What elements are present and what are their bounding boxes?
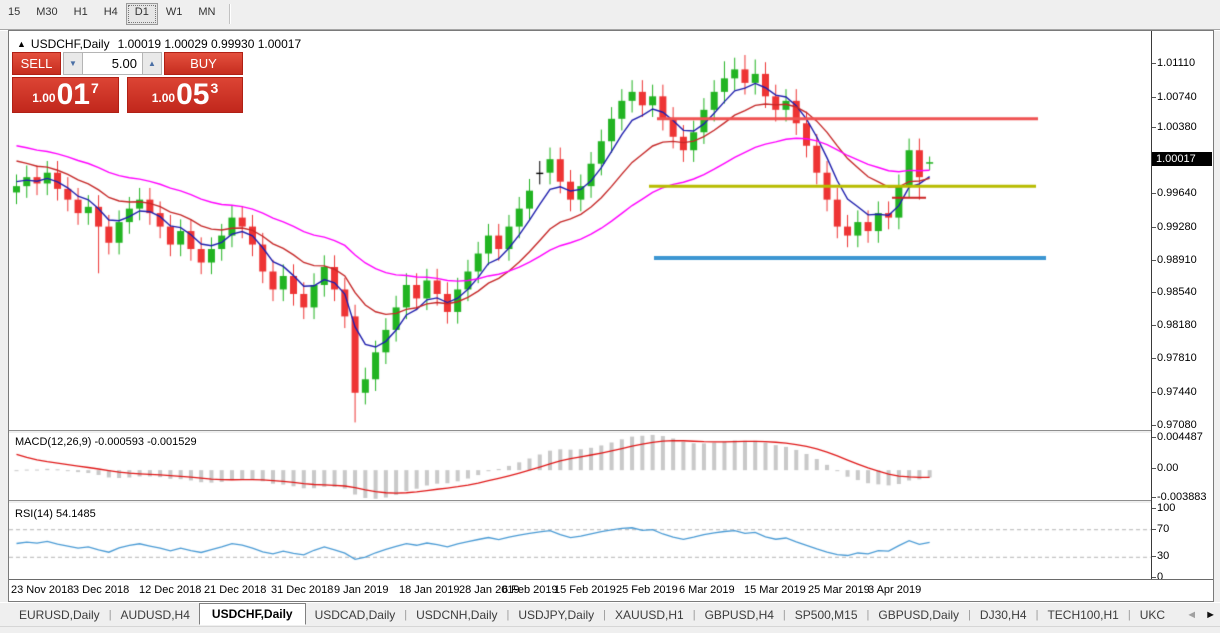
ask-pips: 05 — [176, 78, 210, 111]
tab-scroll-left-icon[interactable]: ◄ — [1186, 609, 1198, 621]
bid-pips: 01 — [56, 78, 90, 111]
macd-axis-label: 0.004487 — [1152, 431, 1203, 443]
price-axis-label: 0.99280 — [1152, 221, 1197, 233]
rsi-indicator-label: RSI(14) 54.1485 — [15, 508, 96, 520]
tab-scroll-right-icon[interactable]: ► — [1205, 609, 1216, 621]
ask-point: 3 — [210, 80, 219, 96]
date-axis-label: 3 Dec 2018 — [73, 584, 130, 596]
bid-point: 7 — [90, 80, 99, 96]
date-axis-label: 25 Mar 2019 — [808, 584, 870, 596]
timeframe-toolbar: 15 M30 H1 H4 D1 W1 MN — [0, 0, 1220, 30]
chart-symbol-label: USDCHF,Daily — [30, 37, 110, 51]
tab-separator: | — [506, 608, 510, 621]
chart-tab-bar: EURUSD,Daily | AUDUSD,H4 USDCHF,Daily USDC… — [0, 602, 1220, 626]
chart-tab-ukc[interactable]: UKC — [1139, 607, 1166, 622]
toolbar-separator — [229, 4, 231, 24]
volume-decrease-icon[interactable]: ▼ — [63, 52, 83, 75]
rsi-axis-label: 100 — [1151, 502, 1176, 514]
timeframe-button-mn[interactable]: MN — [198, 6, 216, 18]
timeframe-button-h4[interactable]: H4 — [103, 6, 118, 18]
bid-price-panel[interactable]: 1.00 01 7 — [12, 77, 119, 113]
timeframe-button-m30[interactable]: M30 — [36, 6, 58, 18]
time-scale[interactable]: 23 Nov 2018 3 Dec 2018 12 Dec 2018 21 Dec 2… — [9, 579, 1213, 601]
chart-tab-gbpusd-h4[interactable]: GBPUSD,H4 — [704, 607, 774, 622]
timeframe-button-15[interactable]: 15 — [8, 6, 21, 18]
date-axis-label: 6 Feb 2019 — [502, 584, 558, 596]
chart-tab-usdchf-daily[interactable]: USDCHF,Daily — [198, 603, 306, 625]
tab-separator: | — [108, 608, 112, 621]
chart-tab-dj30-h4[interactable]: DJ30,H4 — [979, 607, 1027, 622]
chart-tab-xauusd-h1[interactable]: XAUUSD,H1 — [615, 607, 684, 622]
chart-tab-usdcnh-daily[interactable]: USDCNH,Daily — [416, 607, 498, 622]
date-axis-label: 9 Jan 2019 — [334, 584, 389, 596]
chart-tab-audusd-h4[interactable]: AUDUSD,H4 — [120, 607, 190, 622]
date-axis-label: 6 Mar 2019 — [679, 584, 735, 596]
chart-canvas[interactable] — [9, 31, 1213, 601]
price-axis-label: 0.97440 — [1152, 386, 1197, 398]
rsi-axis-label: 30 — [1151, 550, 1170, 562]
chart-tab-tech100-h1[interactable]: TECH100,H1 — [1047, 607, 1119, 622]
timeframe-button-w1[interactable]: W1 — [165, 6, 183, 18]
date-axis-label: 21 Dec 2018 — [204, 584, 267, 596]
collapse-triangle-icon[interactable]: ▲ — [17, 39, 26, 49]
price-axis-label: 0.98180 — [1152, 319, 1197, 331]
tab-separator: | — [603, 608, 607, 621]
sell-button[interactable]: SELL — [12, 52, 61, 75]
date-axis-label: 31 Dec 2018 — [271, 584, 334, 596]
tab-separator: | — [404, 608, 408, 621]
tab-separator: | — [1127, 608, 1131, 621]
one-click-trading-panel: SELL ▼ ▲ BUY 1.00 01 7 1.00 05 3 — [12, 52, 243, 113]
price-axis-label: 1.00740 — [1152, 91, 1197, 103]
date-axis-label: 23 Nov 2018 — [11, 584, 74, 596]
chart-tab-usdjpy-daily[interactable]: USDJPY,Daily — [518, 607, 595, 622]
price-axis-label: 0.98540 — [1152, 286, 1197, 298]
chart-tab-sp500-m15[interactable]: SP500,M15 — [794, 607, 858, 622]
date-axis-label: 18 Jan 2019 — [399, 584, 460, 596]
tab-separator: | — [968, 608, 971, 621]
timeframe-button-d1[interactable]: D1 — [125, 3, 158, 25]
date-axis-label: 15 Mar 2019 — [744, 584, 806, 596]
chart-tab-gbpusd-daily[interactable]: GBPUSD,Daily — [878, 607, 960, 622]
macd-indicator-label: MACD(12,26,9) -0.000593 -0.001529 — [15, 436, 197, 448]
chart-title: ▲ USDCHF,Daily 1.00019 1.00029 0.99930 1.0… — [17, 37, 301, 51]
price-axis-label: 0.97810 — [1152, 352, 1197, 364]
date-axis-label: 12 Dec 2018 — [139, 584, 202, 596]
chart-tab-usdcad-daily[interactable]: USDCAD,Daily — [314, 607, 396, 622]
rsi-axis-label: 0 — [1151, 571, 1164, 583]
tab-separator: | — [782, 608, 786, 621]
timeframe-button-h1[interactable]: H1 — [73, 6, 88, 18]
price-axis-label: 0.99640 — [1152, 187, 1197, 199]
price-axis-label: 0.97080 — [1152, 419, 1197, 431]
volume-increase-icon[interactable]: ▲ — [142, 52, 162, 75]
ask-prefix: 1.00 — [151, 91, 176, 105]
rsi-axis-label: 70 — [1151, 523, 1170, 535]
chart-tab-eurusd-daily[interactable]: EURUSD,Daily — [19, 607, 100, 622]
volume-input[interactable] — [83, 52, 142, 75]
chart-ohlc-values: 1.00019 1.00029 0.99930 1.00017 — [117, 37, 302, 51]
macd-axis-label: -0.003883 — [1152, 491, 1207, 503]
date-axis-label: 28 Jan 2019 — [459, 584, 520, 596]
current-price-tag: 1.00017 — [1152, 152, 1212, 166]
macd-pane-splitter[interactable] — [9, 430, 1213, 434]
macd-axis-label: 0.00 — [1151, 462, 1179, 474]
chart-window: ▲ USDCHF,Daily 1.00019 1.00029 0.99930 1.0… — [8, 30, 1214, 602]
tab-separator: | — [866, 608, 870, 621]
date-axis-label: 25 Feb 2019 — [616, 584, 678, 596]
tab-separator: | — [1035, 608, 1039, 621]
date-axis-label: 15 Feb 2019 — [554, 584, 616, 596]
status-strip — [0, 626, 1220, 633]
price-scale[interactable]: 1.01110 1.00740 1.00380 0.99640 0.99280 0.989… — [1151, 31, 1213, 583]
price-axis-label: 1.00380 — [1152, 121, 1197, 133]
date-axis-label: 3 Apr 2019 — [868, 584, 922, 596]
ask-price-panel[interactable]: 1.00 05 3 — [127, 77, 243, 113]
price-axis-label: 1.01110 — [1151, 57, 1196, 69]
tab-separator: | — [692, 608, 696, 621]
price-axis-label: 0.98910 — [1152, 254, 1197, 266]
bid-prefix: 1.00 — [32, 91, 56, 105]
buy-button[interactable]: BUY — [164, 52, 243, 75]
tab-scroll-arrows: ◄ ► — [1186, 607, 1216, 623]
rsi-pane-splitter[interactable] — [9, 500, 1213, 504]
